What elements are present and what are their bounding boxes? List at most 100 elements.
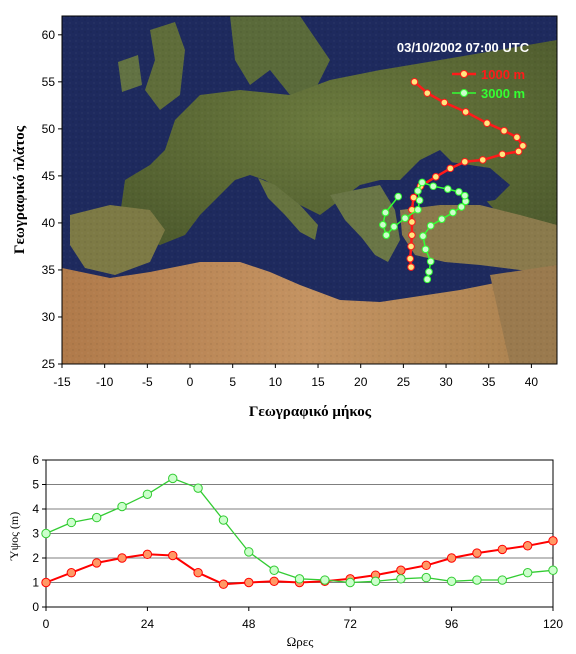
- height-y-axis-label: Ύψος (m): [7, 512, 21, 561]
- series-2-point: [548, 565, 558, 575]
- series-2-point: [41, 528, 51, 539]
- x-tick-label: -15: [53, 375, 71, 389]
- series-2-point: [415, 196, 424, 205]
- series-1-point: [396, 565, 406, 575]
- series-1-point: [461, 157, 469, 166]
- series-1-point: [193, 568, 203, 578]
- series-2-point: [455, 188, 463, 196]
- map-panel: 25 30 35 40 45 50 55 60 -15 -10 -5 0 5 10 15 20 25 30 35 40…: [12, 15, 558, 420]
- series-2-point: [426, 221, 435, 230]
- series-1-point: [408, 218, 416, 226]
- y-tick-label: 1: [32, 576, 39, 590]
- y-tick-label: 25: [42, 357, 56, 371]
- series-1-point: [446, 164, 455, 173]
- series-1-point: [548, 536, 558, 546]
- series-1-point: [269, 576, 279, 586]
- series-2-point: [142, 489, 153, 499]
- series-2-point: [421, 245, 430, 254]
- map-trajectories: [379, 78, 527, 284]
- y-tick-label: 5: [32, 478, 39, 492]
- series-2-point: [370, 576, 381, 586]
- series-1-point: [421, 560, 431, 571]
- legend-label-1000m: 1000 m: [481, 67, 525, 82]
- series-1-point: [472, 548, 482, 558]
- series-2-point: [269, 565, 279, 575]
- series-1-point: [168, 550, 178, 561]
- legend-marker-3000m: [460, 89, 468, 97]
- series-1-point: [446, 553, 457, 563]
- series-1-point: [519, 141, 527, 150]
- series-1-point: [498, 150, 507, 159]
- map-axes: 25 30 35 40 45 50 55 60 -15 -10 -5 0 5 10 15 20 25 30 35 40: [42, 28, 539, 389]
- series-1-point: [406, 254, 415, 263]
- series-2-point: [443, 185, 452, 193]
- series-1-point: [483, 119, 491, 128]
- series-line-1: [408, 80, 525, 268]
- series-2-point: [446, 576, 457, 586]
- map-legend: 1000 m 3000 m: [452, 67, 525, 101]
- series-1-point: [410, 78, 419, 86]
- x-tick-label: 25: [397, 375, 411, 389]
- series-2-point: [218, 515, 229, 525]
- y-tick-label: 55: [42, 75, 56, 89]
- legend-entry-3000m: 3000 m: [452, 86, 525, 101]
- series-2-point: [497, 575, 507, 585]
- series-2-point: [522, 568, 533, 578]
- x-tick-label: 15: [311, 375, 325, 389]
- series-2-point: [92, 512, 102, 523]
- series-1-point: [513, 133, 521, 142]
- legend-entry-1000m: 1000 m: [452, 67, 525, 82]
- series-2-point: [449, 208, 457, 217]
- map-plot-frame: [61, 15, 558, 365]
- series-2-point: [320, 575, 330, 585]
- series-1-point: [92, 558, 102, 568]
- series-2-point: [379, 221, 387, 229]
- series-1-point: [408, 231, 416, 239]
- x-tick-label: 35: [482, 375, 496, 389]
- series-1-point: [407, 263, 415, 271]
- series-2-point: [193, 483, 203, 493]
- height-panel: 0 1 2 3 4 5 6 0 24 48 72 96 120 Ωρες Ύψος (m): [7, 453, 563, 649]
- series-1-point: [497, 544, 507, 555]
- y-tick-label: 50: [42, 122, 56, 136]
- x-tick-label: 96: [445, 617, 459, 631]
- map-x-axis-label: Γεωγραφικό μήκος: [249, 404, 372, 420]
- series-1-point: [478, 156, 487, 164]
- y-tick-label: 35: [42, 263, 56, 277]
- series-2-point: [396, 574, 406, 584]
- y-tick-label: 60: [42, 28, 56, 42]
- series-2-point: [66, 517, 77, 528]
- x-tick-label: 24: [141, 617, 155, 631]
- map-annotation-datetime: 03/10/2002 07:00 UTC: [397, 40, 530, 55]
- y-tick-label: 0: [32, 600, 39, 614]
- series-2-point: [423, 275, 432, 284]
- y-tick-label: 40: [42, 216, 56, 230]
- y-tick-label: 3: [32, 527, 39, 541]
- series-1-point: [407, 242, 415, 251]
- series-2-point: [419, 232, 427, 240]
- series-2-point: [414, 205, 422, 214]
- series-2-point: [294, 574, 305, 584]
- x-tick-label: 10: [269, 375, 283, 389]
- height-x-axis-label: Ωρες: [287, 634, 315, 649]
- series-1-point: [440, 98, 449, 107]
- series-2-point: [472, 575, 482, 585]
- y-tick-label: 6: [32, 453, 39, 467]
- series-2-point: [429, 182, 438, 191]
- y-tick-label: 4: [32, 502, 39, 516]
- series-1-point: [500, 126, 508, 135]
- series-2-point: [390, 222, 398, 231]
- series-1-point: [218, 579, 229, 589]
- x-tick-label: 120: [543, 617, 563, 631]
- y-tick-label: 30: [42, 310, 56, 324]
- series-2-point: [421, 572, 431, 583]
- series-1-point: [409, 193, 418, 202]
- series-1-point: [461, 108, 470, 116]
- y-tick-label: 2: [32, 551, 39, 565]
- height-series: [41, 473, 558, 589]
- series-2-point: [401, 214, 409, 223]
- series-2-point: [345, 577, 355, 588]
- x-tick-label: 48: [242, 617, 256, 631]
- series-2-point: [418, 178, 426, 187]
